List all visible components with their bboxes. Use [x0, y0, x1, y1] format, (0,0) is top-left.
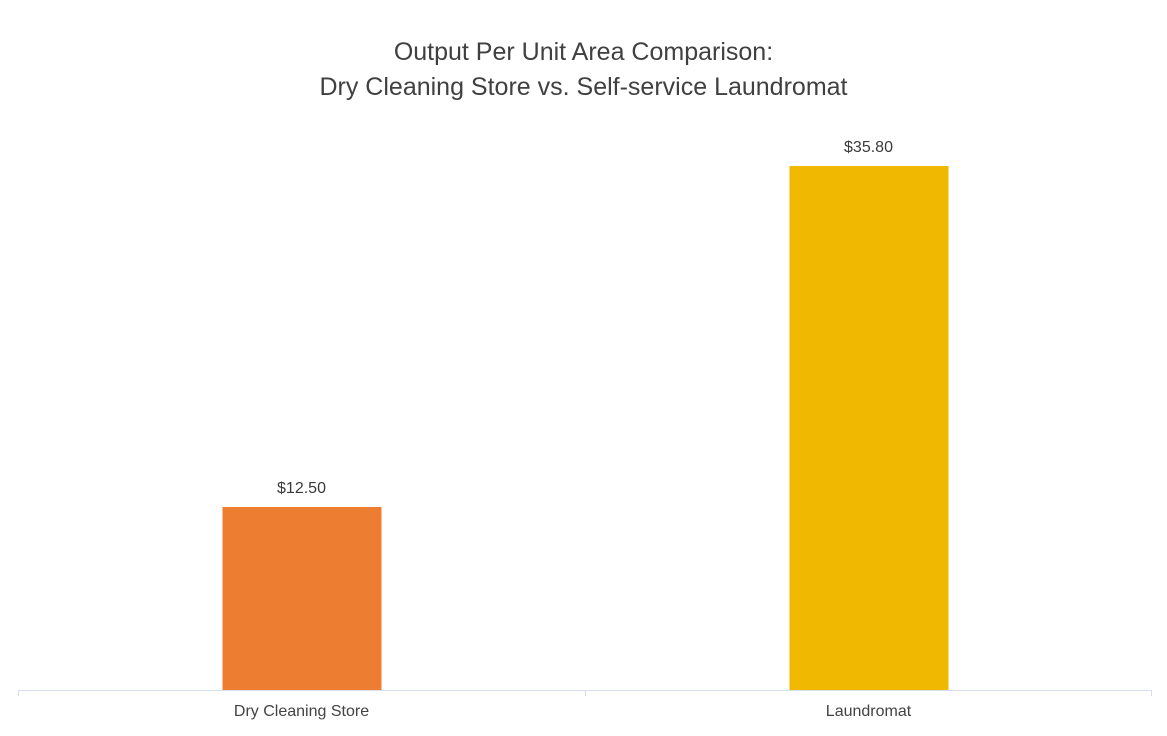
- category-column-dry-cleaning-store: $12.50 Dry Cleaning Store: [18, 105, 585, 720]
- bar-dry-cleaning-store: [222, 507, 381, 690]
- x-axis-tick: [1151, 690, 1152, 696]
- chart-title-line1: Output Per Unit Area Comparison:: [393, 38, 774, 66]
- category-column-laundromat: $35.80 Laundromat: [585, 105, 1152, 720]
- chart-title-line2: Dry Cleaning Store vs. Self-service Laun…: [319, 73, 848, 101]
- category-label-dry-cleaning-store: Dry Cleaning Store: [233, 703, 370, 720]
- value-label-laundromat: $35.80: [844, 139, 893, 157]
- chart-title: Output Per Unit Area Comparison: Dry Cle…: [0, 35, 1167, 105]
- x-axis-tick: [585, 690, 586, 696]
- plot-columns: $12.50 Dry Cleaning Store $35.80 Laundromat: [18, 105, 1152, 720]
- category-label-laundromat: Laundromat: [825, 703, 912, 720]
- bar-laundromat: [789, 166, 948, 690]
- x-axis-tick: [18, 690, 19, 696]
- plot-area: $12.50 Dry Cleaning Store $35.80 Laundromat: [18, 105, 1152, 720]
- value-label-dry-cleaning-store: $12.50: [277, 480, 326, 498]
